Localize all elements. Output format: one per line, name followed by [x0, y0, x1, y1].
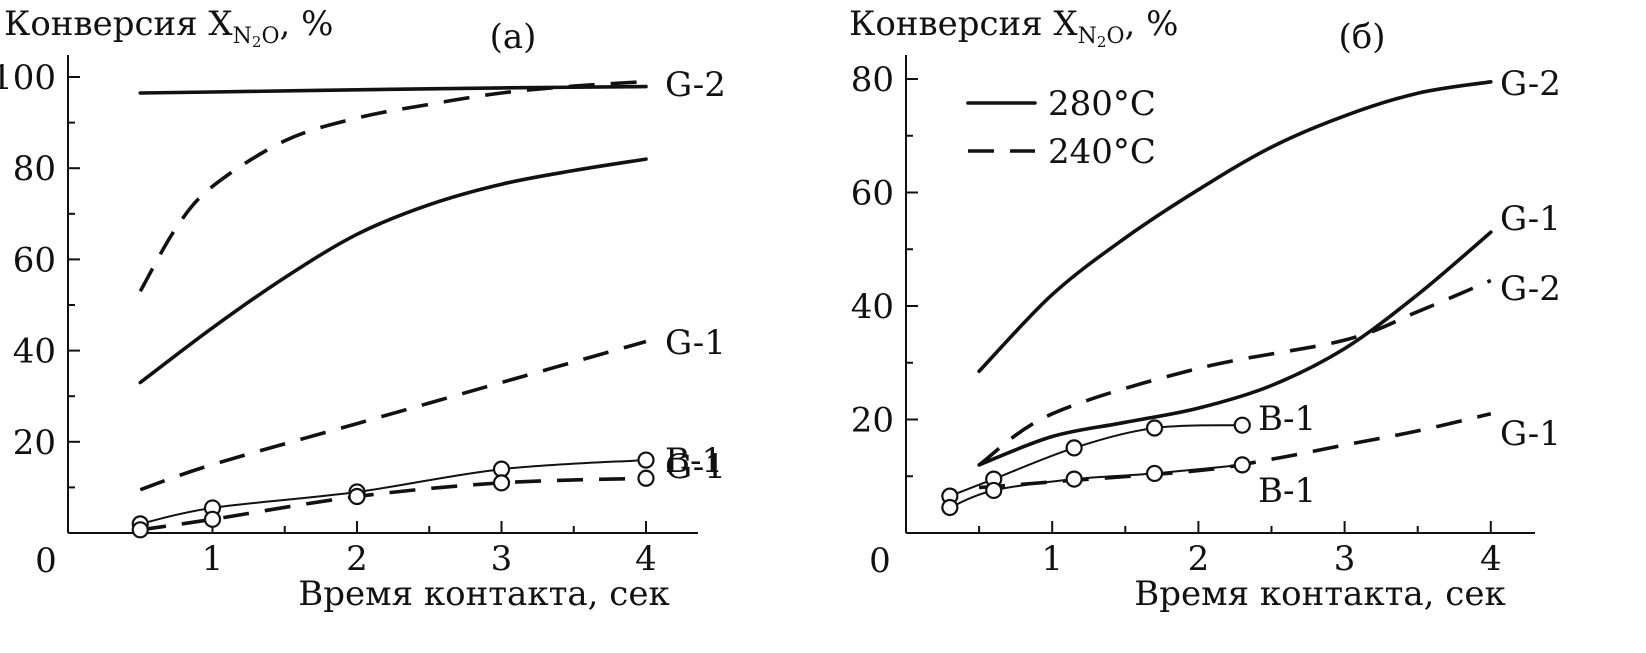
data-point	[1233, 416, 1251, 434]
y-axis-label-unit: , %	[1124, 4, 1178, 44]
y-tick-label: 60	[851, 174, 894, 214]
data-point	[348, 487, 366, 506]
y-tick-label: 80	[13, 149, 56, 189]
data-point	[1145, 464, 1164, 483]
y-axis-label: Конверсия XN2O, %	[849, 4, 1178, 51]
data-point	[985, 481, 1003, 500]
series-label: G-1	[665, 323, 726, 363]
y-axis-label-sub2: 2	[1097, 33, 1107, 51]
x-axis-label: Время контакта, сек	[1134, 574, 1505, 614]
x-tick-label: 0	[869, 541, 891, 581]
y-tick-label: 100	[0, 58, 56, 98]
y-axis-label-sub2: 2	[252, 33, 262, 51]
y-tick-label: 40	[851, 287, 894, 327]
legend-label: 240°C	[1048, 132, 1156, 172]
y-tick-label: 20	[13, 423, 56, 463]
y-tick-label: 20	[851, 401, 894, 441]
series-label: G-1	[665, 447, 726, 487]
data-point	[492, 474, 511, 492]
panel-label: (а)	[490, 17, 537, 57]
x-tick-label: 4	[635, 539, 657, 579]
y-tick-label: 60	[13, 240, 56, 280]
y-axis-label: Конверсия XN2O, %	[4, 4, 333, 51]
y-axis-label-text: Конверсия X	[849, 4, 1078, 44]
series-label: G-1	[1500, 414, 1561, 454]
x-tick-label: 2	[346, 539, 368, 579]
x-tick-label: 1	[202, 539, 224, 579]
y-axis-label-sub3: O	[1106, 24, 1124, 49]
series-label: G-2	[665, 65, 726, 105]
series-label: В-1	[1258, 471, 1316, 511]
panel-label: (б)	[1339, 17, 1386, 57]
series-line-1	[977, 230, 1493, 467]
x-tick-label: 4	[1480, 539, 1502, 579]
series-label: G-1	[1500, 199, 1561, 239]
y-axis-label-sub: N	[233, 24, 252, 49]
data-point	[1145, 419, 1164, 437]
y-axis-label-sub: N	[1078, 24, 1097, 49]
series-label: G-2	[1500, 269, 1561, 309]
series-label: В-1	[665, 441, 723, 481]
series-label: G-2	[1500, 64, 1561, 104]
series-line-2	[138, 157, 648, 385]
y-tick-label: 80	[851, 60, 894, 100]
series-line-3	[978, 412, 1492, 490]
data-point	[203, 510, 222, 528]
x-axis-label: Время контакта, сек	[298, 574, 669, 614]
data-point	[131, 521, 149, 539]
series-line-1	[138, 79, 647, 293]
y-axis-label-sub3: O	[261, 24, 279, 49]
data-point	[1065, 470, 1083, 488]
data-point	[1233, 456, 1251, 474]
data-point	[1065, 439, 1083, 457]
y-axis-label-unit: , %	[279, 4, 333, 44]
data-point	[941, 498, 959, 517]
x-tick-label: 3	[1334, 539, 1356, 579]
x-tick-label: 2	[1188, 539, 1210, 579]
series-line-2	[978, 278, 1492, 467]
data-point	[637, 451, 655, 469]
series-line-0	[977, 80, 1493, 374]
x-tick-label: 3	[491, 539, 513, 579]
x-tick-label: 0	[35, 541, 57, 581]
x-tick-label: 1	[1041, 539, 1063, 579]
series-line-0	[138, 84, 648, 95]
data-point	[637, 469, 655, 487]
series-line-3	[139, 339, 647, 492]
y-tick-label: 40	[13, 332, 56, 372]
legend-label: 280°C	[1048, 84, 1156, 124]
y-axis-label-text: Конверсия X	[4, 4, 233, 44]
series-label: В-1	[1258, 399, 1316, 439]
